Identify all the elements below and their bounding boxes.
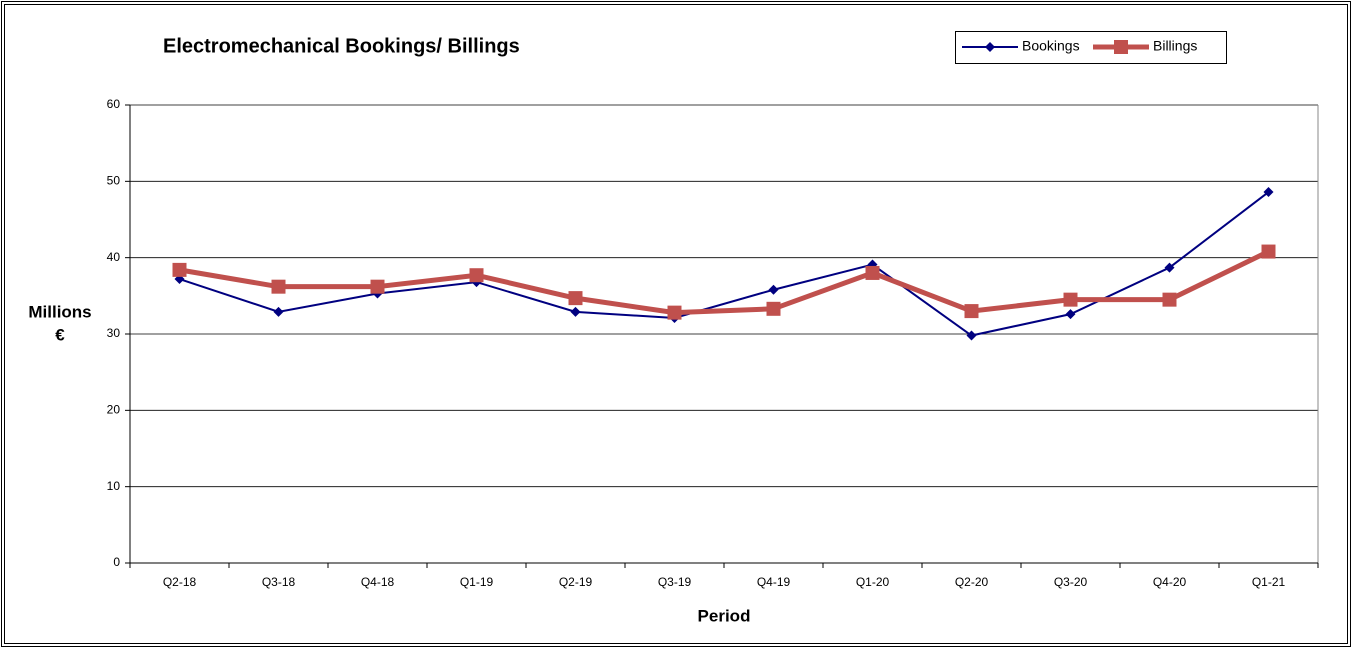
- x-tick-label: Q4-20: [1153, 575, 1187, 589]
- marker: [570, 306, 581, 317]
- marker: [370, 279, 385, 294]
- marker: [172, 262, 187, 277]
- x-tick-label: Q2-18: [163, 575, 197, 589]
- x-tick-label: Q2-19: [559, 575, 593, 589]
- x-axis-label: Period: [698, 606, 751, 625]
- x-tick-label: Q1-20: [856, 575, 890, 589]
- marker: [271, 279, 286, 294]
- marker: [667, 305, 682, 320]
- y-tick-label: 20: [107, 403, 121, 417]
- marker: [1162, 292, 1177, 307]
- x-tick-label: Q2-20: [955, 575, 989, 589]
- inner-border: [4, 4, 1348, 644]
- series-line: [179, 191, 1270, 337]
- marker: [568, 291, 583, 306]
- marker: [966, 330, 977, 341]
- marker: [1114, 40, 1128, 54]
- legend-label: Billings: [1153, 38, 1197, 54]
- marker: [964, 304, 979, 319]
- marker: [865, 265, 880, 280]
- x-tick-label: Q4-18: [361, 575, 395, 589]
- y-tick-label: 0: [113, 555, 120, 569]
- y-axis-label: €: [55, 325, 65, 344]
- legend-label: Bookings: [1022, 38, 1080, 54]
- marker: [1261, 244, 1276, 259]
- series-line: [179, 249, 1270, 316]
- x-tick-label: Q1-21: [1252, 575, 1286, 589]
- x-tick-label: Q3-18: [262, 575, 296, 589]
- chart-title: Electromechanical Bookings/ Billings: [163, 35, 520, 57]
- y-tick-label: 30: [107, 326, 121, 340]
- y-tick-label: 60: [107, 97, 121, 111]
- marker: [1065, 309, 1076, 320]
- marker: [469, 268, 484, 283]
- marker: [985, 42, 995, 52]
- marker: [766, 301, 781, 316]
- marker: [273, 306, 284, 317]
- x-tick-label: Q1-19: [460, 575, 494, 589]
- marker: [768, 284, 779, 295]
- x-tick-label: Q3-20: [1054, 575, 1088, 589]
- marker: [1164, 262, 1175, 273]
- marker: [1063, 292, 1078, 307]
- y-tick-label: 10: [107, 479, 121, 493]
- y-axis-label: Millions: [28, 302, 91, 321]
- x-tick-label: Q4-19: [757, 575, 791, 589]
- y-tick-label: 40: [107, 250, 121, 264]
- x-tick-label: Q3-19: [658, 575, 692, 589]
- y-tick-label: 50: [107, 174, 121, 188]
- marker: [1263, 187, 1274, 198]
